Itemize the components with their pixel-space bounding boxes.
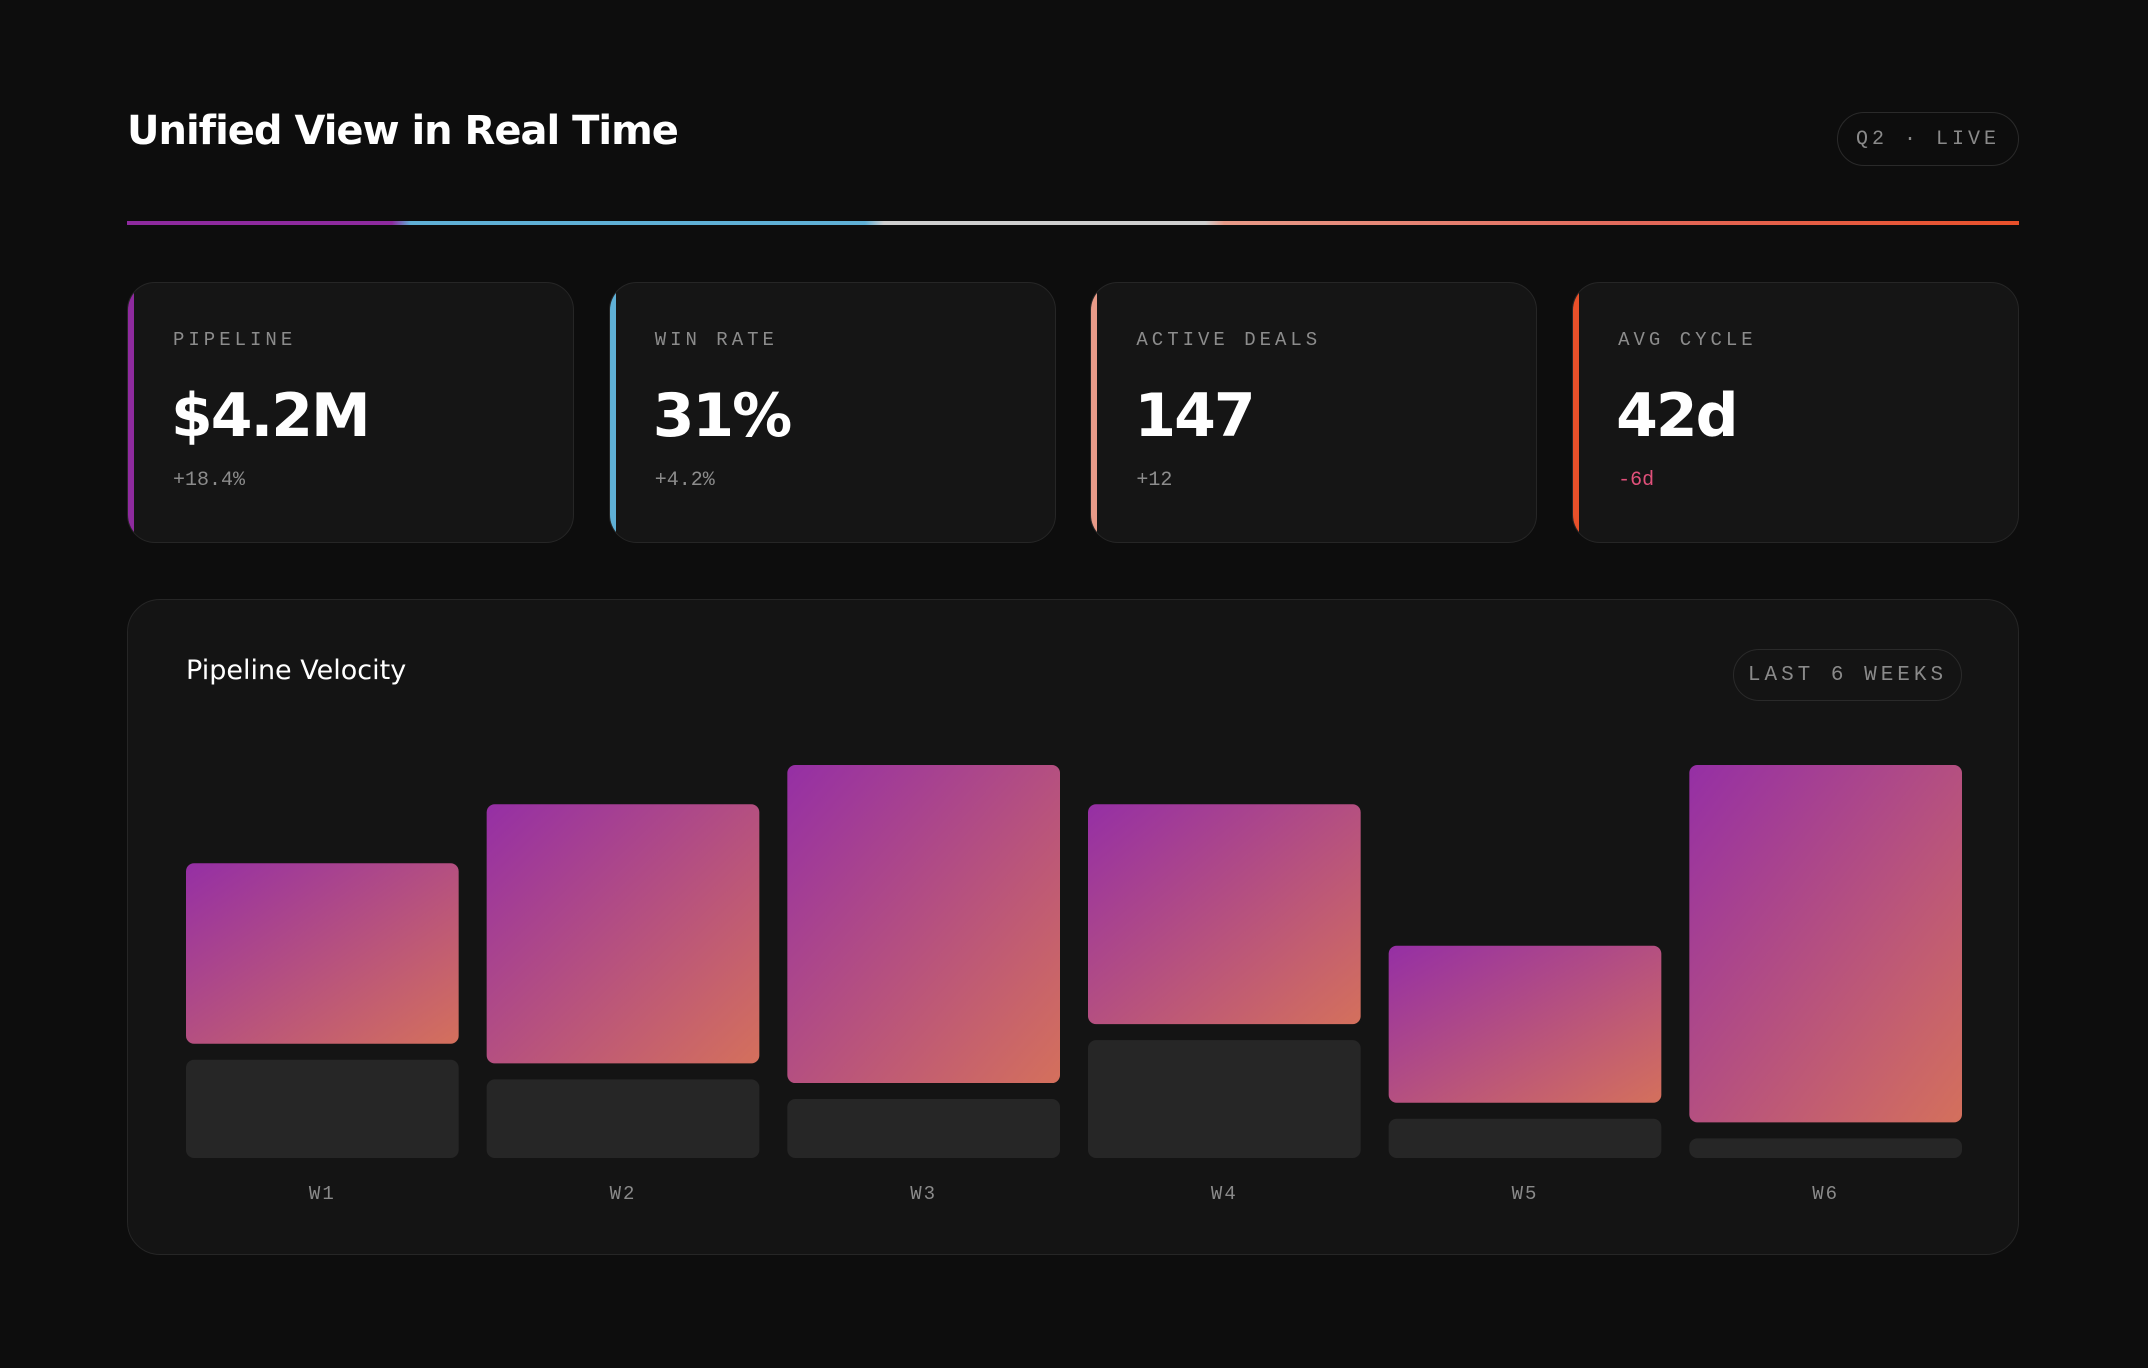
- kpi-label: PIPELINE: [173, 329, 297, 351]
- kpi-value: 42d: [1616, 381, 1738, 451]
- bar-segment: [486, 804, 760, 1064]
- bar-segment: [486, 1079, 760, 1158]
- x-tick-label: W5: [1512, 1183, 1539, 1205]
- kpi-value: 31%: [652, 381, 793, 451]
- kpi-delta: +18.4%: [173, 469, 246, 492]
- kpi-card: AVG CYCLE 42d -6d: [1572, 282, 2020, 543]
- status-badge: Q2 · LIVE: [1837, 112, 2019, 166]
- kpi-label: AVG CYCLE: [1618, 329, 1757, 351]
- kpi-accent: [1091, 283, 1098, 542]
- bar-segment: [1388, 945, 1662, 1103]
- x-tick-label: W3: [910, 1183, 937, 1205]
- kpi-value: $4.2M: [171, 381, 371, 451]
- kpi-accent: [128, 283, 134, 542]
- x-tick-label: W2: [610, 1183, 637, 1205]
- x-tick-label: W4: [1211, 1183, 1238, 1205]
- page-title: Unified View in Real Time: [127, 108, 679, 154]
- bar-segment: [1689, 1138, 1962, 1158]
- bar-segment: [186, 863, 459, 1044]
- x-tick-label: W1: [309, 1183, 336, 1205]
- bar-segment: [787, 765, 1060, 1084]
- kpi-accent: [609, 283, 616, 542]
- kpi-delta: +12: [1136, 469, 1173, 492]
- range-badge: LAST 6 WEEKS: [1733, 649, 1962, 701]
- bar-segment: [186, 1059, 459, 1158]
- bar-segment: [787, 1099, 1060, 1158]
- bar-segment: [1088, 1040, 1361, 1158]
- bar-segment: [1388, 1118, 1662, 1158]
- kpi-delta: -6d: [1618, 469, 1655, 492]
- kpi-card: PIPELINE $4.2M +18.4%: [127, 282, 574, 543]
- kpi-accent: [1573, 283, 1580, 542]
- bar-segment: [1689, 765, 1962, 1123]
- kpi-value: 147: [1134, 381, 1255, 451]
- kpi-delta: +4.2%: [654, 469, 715, 492]
- bar-segment: [1088, 804, 1361, 1025]
- chart-title: Pipeline Velocity: [186, 655, 407, 686]
- x-tick-label: W6: [1812, 1183, 1839, 1205]
- kpi-card: ACTIVE DEALS 147 +12: [1090, 282, 1538, 543]
- kpi-card: WIN RATE 31% +4.2%: [608, 282, 1056, 543]
- accent-rule: [127, 221, 2019, 225]
- kpi-label: ACTIVE DEALS: [1136, 329, 1322, 351]
- kpi-label: WIN RATE: [654, 329, 778, 351]
